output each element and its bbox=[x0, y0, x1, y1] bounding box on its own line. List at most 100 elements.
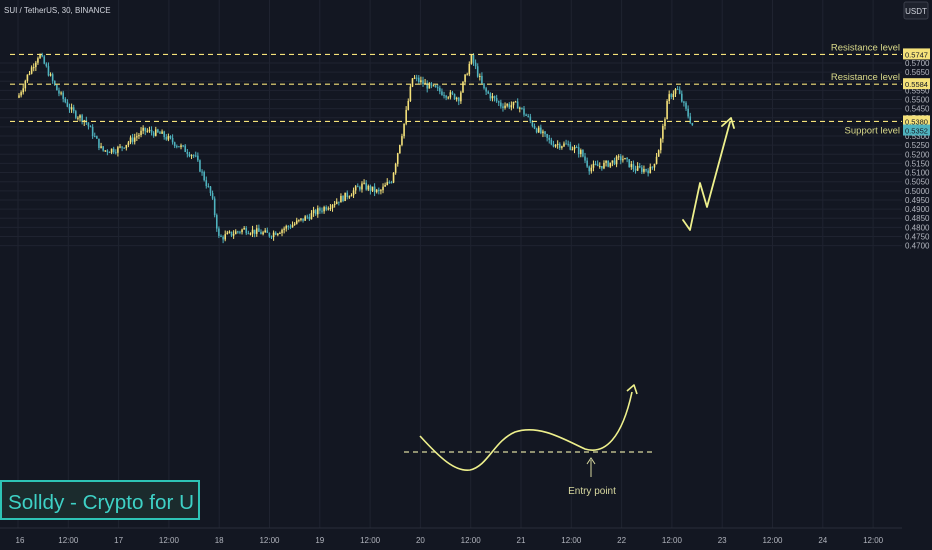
candle bbox=[356, 183, 359, 188]
candle bbox=[676, 85, 679, 90]
level-label: Resistance level bbox=[831, 42, 900, 53]
candle bbox=[45, 62, 48, 68]
candle bbox=[411, 78, 414, 88]
candle bbox=[622, 155, 624, 163]
symbol-title[interactable]: SUI / TetherUS, 30, BINANCE bbox=[4, 6, 111, 15]
candle bbox=[268, 232, 271, 238]
candle bbox=[554, 144, 557, 148]
candle bbox=[401, 133, 403, 147]
candle bbox=[163, 130, 165, 140]
candle bbox=[201, 169, 203, 176]
candle bbox=[582, 149, 584, 158]
candle bbox=[203, 170, 205, 182]
candle bbox=[119, 143, 121, 149]
candle bbox=[512, 101, 515, 109]
candle bbox=[20, 90, 22, 98]
candle bbox=[487, 90, 490, 95]
candle bbox=[632, 160, 635, 172]
price-badge-label: 0.5584 bbox=[905, 80, 928, 89]
candle bbox=[266, 227, 269, 233]
price-tick-label: 0.5200 bbox=[905, 150, 930, 159]
candle bbox=[550, 137, 553, 146]
candle bbox=[338, 201, 340, 206]
candle bbox=[510, 101, 513, 111]
candle bbox=[287, 225, 290, 230]
candle bbox=[441, 88, 443, 96]
candle bbox=[544, 130, 546, 137]
candle bbox=[58, 87, 60, 97]
candle bbox=[521, 107, 523, 110]
candle bbox=[30, 65, 33, 75]
candle bbox=[293, 222, 296, 226]
candle bbox=[666, 99, 668, 120]
projection-arrow bbox=[682, 117, 735, 231]
price-tick-label: 0.5300 bbox=[905, 132, 930, 141]
candle bbox=[230, 231, 233, 238]
candle bbox=[426, 80, 429, 93]
candle bbox=[56, 84, 58, 91]
candle bbox=[220, 234, 222, 238]
candle bbox=[373, 183, 376, 197]
candle bbox=[527, 113, 530, 118]
candle bbox=[226, 230, 229, 235]
candle bbox=[641, 165, 643, 175]
candle bbox=[312, 206, 315, 217]
candle bbox=[154, 126, 157, 137]
time-axis-background bbox=[0, 528, 932, 550]
candle bbox=[194, 151, 197, 158]
candle bbox=[121, 146, 123, 152]
candle bbox=[436, 83, 439, 92]
candle bbox=[255, 224, 258, 237]
candle bbox=[479, 73, 481, 81]
candle bbox=[474, 59, 477, 70]
currency-label: USDT bbox=[905, 7, 927, 16]
candle bbox=[68, 103, 71, 113]
candle bbox=[148, 126, 151, 133]
candle bbox=[291, 221, 294, 228]
candle bbox=[535, 127, 538, 134]
candle bbox=[53, 80, 56, 86]
candle bbox=[314, 208, 317, 216]
entry-pointer-head bbox=[586, 457, 596, 465]
candle bbox=[304, 215, 306, 221]
candle bbox=[359, 185, 361, 192]
candle bbox=[28, 71, 31, 76]
time-tick-label: 23 bbox=[718, 536, 727, 545]
candle bbox=[378, 187, 380, 195]
candle bbox=[22, 84, 25, 95]
candle bbox=[681, 90, 683, 103]
candle bbox=[247, 230, 250, 235]
candle bbox=[41, 52, 43, 58]
candle bbox=[157, 128, 159, 134]
candle bbox=[270, 235, 273, 240]
price-axis: 0.57000.56500.56000.55500.55000.54500.54… bbox=[902, 0, 932, 528]
candle bbox=[110, 148, 113, 155]
price-tick-label: 0.4800 bbox=[905, 223, 930, 232]
candle bbox=[455, 96, 458, 102]
candle bbox=[476, 63, 479, 78]
candle bbox=[197, 152, 199, 162]
candle bbox=[369, 184, 372, 195]
candle bbox=[380, 188, 382, 195]
candle bbox=[298, 219, 300, 223]
candle bbox=[87, 122, 90, 130]
candle bbox=[624, 157, 626, 160]
currency-box[interactable] bbox=[903, 1, 929, 20]
candle bbox=[495, 94, 498, 103]
candle bbox=[518, 106, 521, 113]
price-badge-label: 0.5352 bbox=[905, 127, 928, 136]
price-badge-label: 0.5380 bbox=[905, 117, 928, 126]
price-tick-label: 0.4900 bbox=[905, 205, 930, 214]
candle bbox=[60, 91, 62, 96]
candle bbox=[104, 150, 107, 153]
candle bbox=[125, 144, 128, 151]
candle bbox=[133, 133, 136, 145]
candle bbox=[251, 225, 254, 238]
candle bbox=[178, 146, 180, 148]
candle bbox=[590, 164, 593, 174]
candle bbox=[218, 226, 220, 239]
price-tick-label: 0.5550 bbox=[905, 86, 930, 95]
price-tick-label: 0.4850 bbox=[905, 214, 930, 223]
candle bbox=[26, 74, 29, 83]
